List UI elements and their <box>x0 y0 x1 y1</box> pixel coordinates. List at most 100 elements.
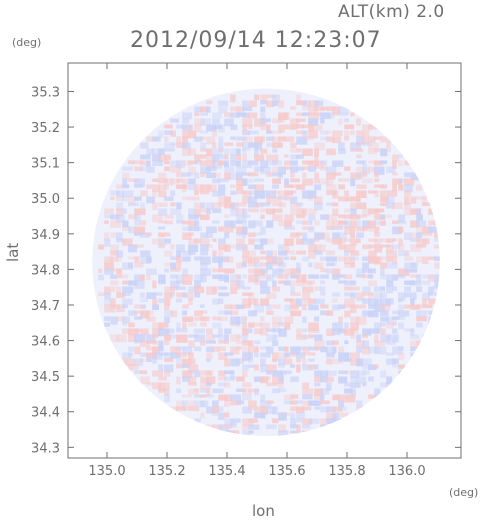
scan-cell <box>176 334 188 343</box>
scan-cell <box>206 388 211 397</box>
scan-cell <box>188 340 195 348</box>
scan-cell <box>278 112 288 120</box>
scan-cell <box>236 238 245 246</box>
scan-cell <box>380 274 387 280</box>
scan-cell <box>326 226 334 230</box>
scan-cell <box>308 334 315 338</box>
scan-cell <box>350 316 360 324</box>
scan-cell <box>356 334 362 343</box>
scan-cell <box>242 130 250 136</box>
scan-cell <box>296 136 308 145</box>
scan-cell <box>272 142 281 148</box>
scan-cell <box>266 400 274 404</box>
scan-cell <box>200 316 210 322</box>
scan-cell <box>386 382 392 388</box>
scan-cell <box>368 226 379 232</box>
scan-cell <box>98 292 105 296</box>
scan-cell <box>152 346 160 354</box>
scan-cell <box>242 382 252 388</box>
scan-cell <box>164 382 170 391</box>
scan-cell <box>164 304 170 311</box>
scan-cell <box>188 376 197 385</box>
scan-cell <box>344 370 356 375</box>
scan-cell <box>194 106 204 113</box>
scan-cell <box>416 286 423 292</box>
scan-cell <box>134 370 143 374</box>
scan-cell <box>362 178 373 184</box>
scan-cell <box>122 358 129 367</box>
scan-cell <box>428 256 435 260</box>
scan-cell <box>176 346 187 351</box>
scan-cell <box>176 160 186 169</box>
scan-cell <box>206 358 211 363</box>
scan-cell <box>182 130 190 139</box>
scan-cell <box>248 208 259 213</box>
scan-cell <box>410 340 420 349</box>
scan-cell <box>296 352 306 359</box>
scan-cell <box>218 160 226 166</box>
scan-cell <box>398 268 410 276</box>
scan-cell <box>350 322 360 331</box>
scan-cell <box>164 394 170 403</box>
scan-cell <box>260 124 268 131</box>
scan-cell <box>242 160 253 168</box>
scan-cell <box>146 352 158 359</box>
scan-cell <box>236 304 245 309</box>
scan-cell <box>368 136 376 143</box>
scan-cell <box>194 346 202 352</box>
scan-cell <box>386 190 398 197</box>
scan-cell <box>224 328 232 335</box>
scan-cell <box>218 256 230 262</box>
scan-cell <box>362 382 367 387</box>
scan-cell <box>146 382 154 386</box>
scan-cell <box>200 322 207 327</box>
scan-cell <box>296 280 303 287</box>
scan-cell <box>122 196 129 202</box>
scan-cell <box>356 226 366 232</box>
scan-cell <box>200 310 208 314</box>
scan-cell <box>296 274 306 283</box>
scan-cell <box>302 364 314 371</box>
scan-cell <box>194 208 201 217</box>
scan-cell <box>362 406 369 411</box>
scan-cell <box>410 292 417 300</box>
scan-cell <box>332 268 341 277</box>
scan-cell <box>218 196 230 204</box>
scan-cell <box>392 238 397 242</box>
scan-cell <box>248 400 257 408</box>
scan-cell <box>326 262 335 267</box>
scan-cell <box>302 400 314 406</box>
scan-cell <box>422 256 429 265</box>
scan-cell <box>332 160 344 167</box>
scan-cell <box>380 328 386 335</box>
scan-cell <box>152 382 162 390</box>
scan-cell <box>290 166 298 173</box>
scan-cell <box>260 112 266 121</box>
scan-cell <box>110 214 120 220</box>
scan-cell <box>302 208 308 216</box>
scan-cell <box>242 124 248 132</box>
scan-cell <box>368 280 377 287</box>
scan-cell <box>212 406 219 414</box>
scan-cell <box>326 340 335 346</box>
scan-cell <box>338 220 348 225</box>
scan-cell <box>386 202 395 209</box>
scan-cell <box>206 232 213 238</box>
scan-cell <box>302 160 314 165</box>
scan-cell <box>116 250 124 258</box>
scan-cell <box>152 238 164 245</box>
scan-cell <box>158 340 164 349</box>
scan-cell <box>374 334 379 343</box>
scan-cell <box>350 142 362 151</box>
scan-cell <box>374 160 384 166</box>
scan-cell <box>260 202 271 207</box>
scan-cell <box>224 118 234 127</box>
scan-cell <box>428 274 435 282</box>
scan-cell <box>284 244 290 253</box>
scan-cell <box>278 256 284 265</box>
plot-frame <box>67 62 462 459</box>
scan-cell <box>200 130 208 134</box>
scan-cell <box>254 184 265 192</box>
scan-cell <box>356 238 361 244</box>
scan-cell <box>254 346 259 353</box>
